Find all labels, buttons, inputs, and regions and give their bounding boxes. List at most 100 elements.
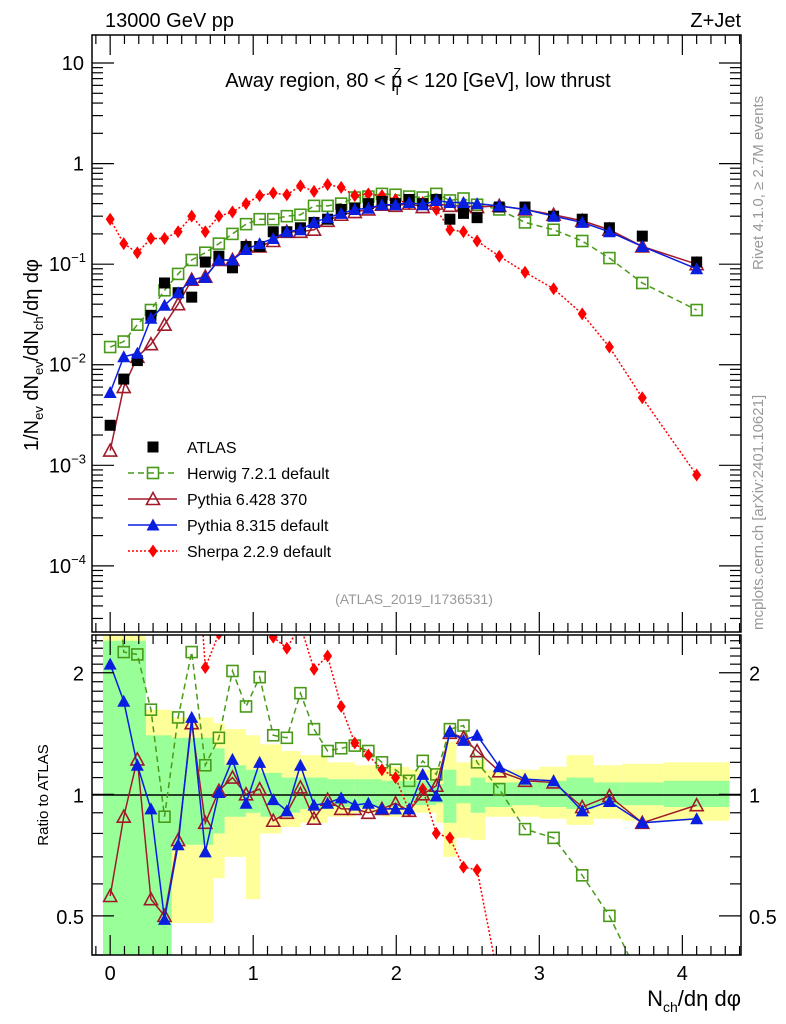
main-point-sherpa-2-2-9-default (549, 282, 559, 296)
ratio-point-herwig-7-2-1-default (253, 670, 266, 684)
ratio-point-pythia-6-428-370 (469, 742, 485, 758)
main-point-herwig-7-2-1-default (253, 212, 266, 226)
main-point-pythia-8-315-default (239, 242, 253, 255)
main-point-sherpa-2-2-9-default (472, 234, 482, 248)
main-point-pythia-8-315-default (321, 211, 335, 224)
ratio-point-herwig-7-2-1-default (416, 754, 430, 768)
main-point-pythia-8-315-default (443, 196, 457, 209)
main-line-herwig-7-2-1-default (109, 193, 697, 348)
main-point-pythia-8-315-default (389, 198, 403, 211)
ratio-line-herwig-7-2-1-default (121, 635, 630, 955)
ratio-point-pythia-8-315-default (690, 812, 704, 825)
main-y-tick-label: 10−3 (49, 451, 86, 477)
main-point-atlas (159, 277, 171, 289)
main-point-pythia-8-315-default (334, 206, 348, 219)
main-y-tick-label: 10−1 (49, 250, 86, 276)
ratio-point-pythia-8-315-default (321, 796, 335, 809)
ratio-point-herwig-7-2-1-default (294, 686, 307, 700)
ratio-point-herwig-7-2-1-default (334, 741, 348, 755)
main-point-sherpa-2-2-9-default (173, 225, 183, 239)
main-point-sherpa-2-2-9-default (445, 223, 455, 237)
ratio-point-herwig-7-2-1-default (280, 731, 294, 745)
main-point-pythia-6-428-370 (143, 336, 159, 351)
ratio-point-herwig-7-2-1-default (117, 645, 131, 659)
main-series-pythia-8-315-default (103, 193, 704, 398)
legend: ATLAS Herwig 7.2.1 default Pythia 6.428 37… (128, 440, 332, 561)
ratio-point-pythia-8-315-default (130, 758, 144, 771)
ratio-point-herwig-7-2-1-default (575, 869, 589, 882)
main-point-pythia-8-315-default (635, 239, 649, 252)
ratio-point-pythia-8-315-default (492, 760, 506, 773)
main-point-herwig-7-2-1-default (280, 209, 294, 223)
ratio-point-sherpa-2-2-9-default (228, 563, 237, 576)
ratio-point-herwig-7-2-1-default (171, 711, 185, 724)
ratio-point-pythia-8-315-default (443, 725, 457, 738)
ratio-point-pythia-6-428-370 (414, 786, 431, 801)
main-point-herwig-7-2-1-default (575, 234, 589, 248)
main-point-herwig-7-2-1-default (603, 251, 616, 265)
x-tick-label: 2 (391, 963, 402, 985)
main-y-tick-label: 1 (73, 154, 84, 176)
ratio-frame (91, 634, 742, 956)
main-point-herwig-7-2-1-default (307, 199, 321, 213)
main-point-pythia-8-315-default (575, 215, 589, 228)
ratio-point-pythia-8-315-default (307, 798, 321, 811)
main-point-herwig-7-2-1-default (690, 303, 703, 317)
main-point-sherpa-2-2-9-default (604, 340, 614, 354)
main-point-pythia-8-315-default (171, 286, 185, 299)
main-point-pythia-8-315-default (117, 350, 131, 363)
ratio-y-tick-label: 0.5 (56, 907, 84, 929)
main-point-pythia-8-315-default (185, 273, 199, 286)
ratio-point-sherpa-2-2-9-default (282, 641, 292, 655)
ratio-point-pythia-8-315-default (239, 796, 253, 809)
main-y-axis-label: 1/Nev dNev/dNch/dη dφ (21, 259, 46, 451)
ratio-point-pythia-6-428-370 (265, 812, 282, 828)
main-point-atlas (131, 355, 143, 367)
ratio-y-tick-label: 2 (73, 664, 84, 686)
main-point-pythia-8-315-default (293, 223, 307, 236)
main-point-pythia-8-315-default (225, 253, 239, 266)
ratio-band-inner (224, 765, 247, 817)
ratio-point-sherpa-2-2-9-default (242, 614, 251, 627)
ratio-point-pythia-8-315-default (158, 912, 172, 925)
ratio-point-sherpa-2-2-9-default (336, 699, 346, 713)
ratio-point-sherpa-2-2-9-default (146, 479, 155, 492)
main-point-pythia-8-315-default (402, 196, 416, 209)
main-point-pythia-8-315-default (602, 225, 616, 238)
main-point-sherpa-2-2-9-default (132, 246, 142, 260)
ratio-point-sherpa-2-2-9-default (377, 763, 387, 777)
main-point-pythia-8-315-default (492, 199, 506, 212)
main-point-sherpa-2-2-9-default (309, 184, 319, 198)
legend-marker (146, 518, 160, 531)
ratio-band-inner (436, 784, 444, 804)
ratio-point-pythia-8-315-default (389, 802, 403, 815)
main-point-sherpa-2-2-9-default (282, 188, 292, 202)
ratio-point-herwig-7-2-1-default (321, 744, 334, 758)
ratio-point-pythia-8-315-default (348, 798, 362, 811)
ratio-point-sherpa-2-2-9-default (268, 635, 278, 644)
legend-label: Pythia 6.428 370 (187, 492, 307, 509)
ratio-point-herwig-7-2-1-default (144, 703, 158, 716)
ratio-point-pythia-8-315-default (334, 791, 348, 804)
main-point-sherpa-2-2-9-default (692, 468, 702, 482)
main-point-pythia-8-315-default (198, 270, 212, 283)
ratio-point-pythia-8-315-default (456, 733, 470, 746)
main-point-pythia-8-315-default (253, 237, 267, 250)
main-point-herwig-7-2-1-default (212, 237, 226, 250)
x-tick-label: 3 (534, 963, 545, 985)
main-point-sherpa-2-2-9-default (363, 187, 373, 201)
legend-label: Sherpa 2.2.9 default (187, 544, 332, 561)
ratio-point-pythia-6-428-370 (306, 810, 322, 826)
main-point-sherpa-2-2-9-default (200, 225, 210, 239)
main-point-atlas (444, 213, 456, 225)
main-point-sherpa-2-2-9-default (577, 307, 587, 321)
legend-label: Pythia 8.315 default (187, 518, 329, 535)
legend-marker (145, 490, 161, 506)
x-tick-labels: 0 1 2 3 4 (105, 963, 688, 985)
ratio-point-sherpa-2-2-9-default (309, 662, 319, 676)
main-point-sherpa-2-2-9-default (187, 209, 197, 223)
main-point-pythia-6-428-370 (306, 221, 322, 237)
main-point-atlas (104, 419, 116, 431)
ratio-y-tick-label-right: 2 (749, 664, 760, 686)
main-point-pythia-8-315-default (280, 225, 294, 238)
